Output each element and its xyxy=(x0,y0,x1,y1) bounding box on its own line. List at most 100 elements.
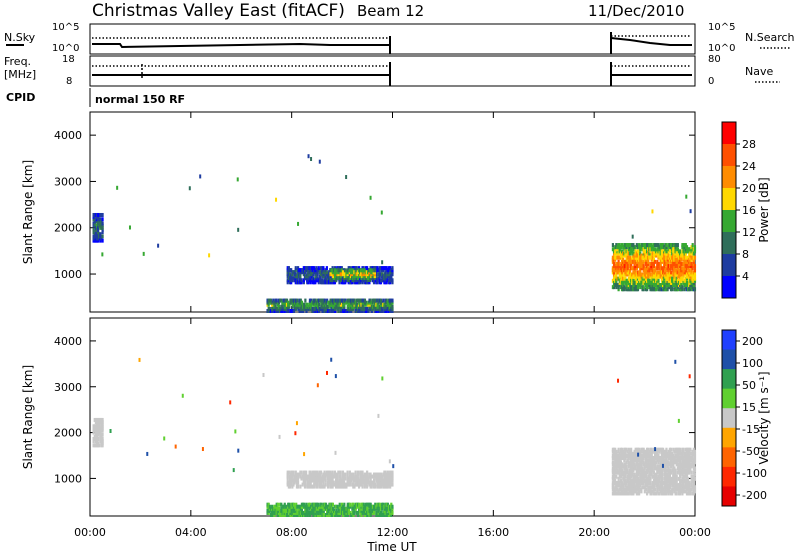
echo-cell xyxy=(390,278,393,283)
echo-cell xyxy=(650,451,653,456)
echo-cell xyxy=(333,482,337,487)
echo-cell xyxy=(378,513,381,517)
echo-cell xyxy=(671,264,674,269)
colorbar-label: Power [dB] xyxy=(757,177,771,242)
echo-cell xyxy=(296,280,300,285)
echo-cell xyxy=(627,259,630,264)
echo-cell xyxy=(679,491,682,496)
echo-cell xyxy=(615,481,618,486)
echo-cell xyxy=(664,270,667,275)
echo-cell xyxy=(366,484,369,489)
echo-cell xyxy=(632,458,635,463)
echo-cell xyxy=(663,253,666,258)
echo-cell xyxy=(688,487,691,492)
echo-cell xyxy=(681,251,684,256)
echo-cell xyxy=(380,268,384,273)
echo-cell xyxy=(368,510,371,515)
echo-cell xyxy=(634,255,637,260)
echo-cell xyxy=(342,510,345,515)
echo-cell xyxy=(688,259,691,264)
echo-cell xyxy=(675,276,678,281)
echo-cell xyxy=(620,287,624,292)
echo-cell xyxy=(362,502,365,507)
echo-cell xyxy=(335,510,338,515)
echo-cell xyxy=(385,280,388,285)
echo-cell xyxy=(634,280,637,285)
echo-cell xyxy=(631,456,634,461)
echo-cell xyxy=(620,456,624,461)
echo-cell xyxy=(266,298,269,303)
echo-cell xyxy=(99,223,102,228)
echo-cell xyxy=(354,476,357,481)
echo-cell xyxy=(663,264,666,269)
echo-cell xyxy=(298,472,301,477)
echo-cell xyxy=(290,298,293,303)
echo-cell xyxy=(315,272,318,277)
echo-cell xyxy=(354,270,357,275)
echo-cell xyxy=(338,304,341,309)
echo-cell xyxy=(300,504,304,509)
echo-cell xyxy=(369,480,372,485)
echo-cell xyxy=(389,306,392,311)
echo-cell xyxy=(626,255,629,260)
echo-cell xyxy=(360,298,363,303)
echo-cell xyxy=(324,513,328,517)
echo-cell xyxy=(661,257,665,262)
echo-cell xyxy=(690,462,693,467)
echo-cell xyxy=(616,276,619,281)
echo-cell xyxy=(691,453,694,458)
echo-cell xyxy=(668,489,671,494)
echo-cell xyxy=(631,255,634,260)
echo-cell xyxy=(267,298,270,303)
echo-cell xyxy=(657,243,660,248)
echo-cell xyxy=(334,274,337,279)
echo-dot xyxy=(316,383,319,388)
freq-label: Freq. xyxy=(4,55,31,68)
echo-cell xyxy=(331,280,334,285)
echo-cell xyxy=(382,278,385,283)
echo-dot xyxy=(234,429,237,434)
echo-cell xyxy=(352,266,355,271)
echo-cell xyxy=(297,513,300,517)
echo-cell xyxy=(299,484,302,489)
echo-cell xyxy=(274,300,277,305)
echo-cell xyxy=(100,225,103,230)
echo-cell xyxy=(668,449,671,454)
echo-cell xyxy=(377,508,380,513)
echo-cell xyxy=(93,215,96,220)
echo-cell xyxy=(318,510,321,515)
echo-cell xyxy=(612,247,616,252)
echo-cell xyxy=(664,472,667,477)
echo-cell xyxy=(666,464,669,469)
echo-cell xyxy=(301,309,305,313)
echo-cell xyxy=(303,270,307,275)
echo-cell xyxy=(684,243,687,248)
echo-cell xyxy=(276,510,279,515)
echo-cell xyxy=(332,474,335,479)
echo-cell xyxy=(655,251,658,256)
echo-cell xyxy=(619,485,622,490)
echo-cell xyxy=(644,458,648,463)
echo-cell xyxy=(665,274,668,279)
echo-cell xyxy=(639,487,642,492)
echo-cell xyxy=(360,502,363,507)
echo-cell xyxy=(311,306,314,311)
echo-dot xyxy=(310,157,313,162)
echo-cell xyxy=(92,230,95,235)
echo-cell xyxy=(312,306,315,311)
echo-cell xyxy=(322,304,325,309)
echo-cell xyxy=(632,468,635,473)
echo-cell xyxy=(674,243,677,248)
echo-cell xyxy=(100,434,103,439)
echo-cell xyxy=(687,485,690,490)
colorbar-cell xyxy=(722,210,736,233)
echo-cell xyxy=(374,309,377,313)
echo-cell xyxy=(101,432,104,437)
echo-cell xyxy=(317,478,320,483)
echo-cell xyxy=(342,508,345,513)
echo-cell xyxy=(612,249,616,254)
echo-cell xyxy=(347,268,350,273)
echo-cell xyxy=(688,489,691,494)
echo-cell xyxy=(619,460,622,465)
echo-cell xyxy=(321,508,324,513)
